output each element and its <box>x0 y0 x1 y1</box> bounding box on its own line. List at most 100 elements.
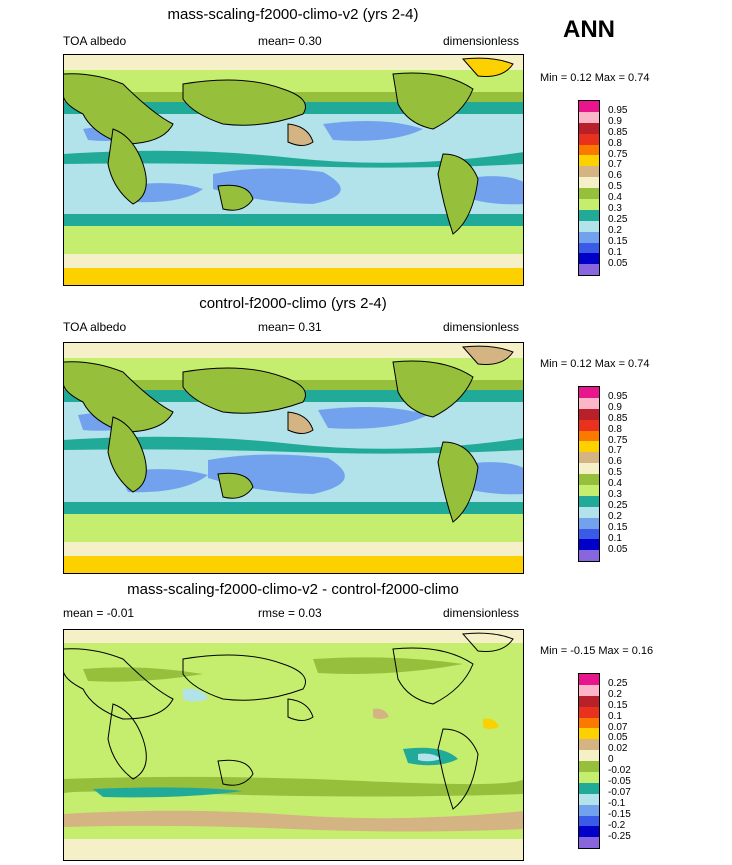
panel3-field <box>63 629 524 861</box>
colorbar-tick-label: 0.15 <box>608 699 628 711</box>
colorbar-tick-label: 0.8 <box>608 137 622 149</box>
colorbar-tick-label: 0.05 <box>608 543 628 555</box>
colorbar-tick-label: 0.8 <box>608 423 622 435</box>
panel2-minmax: Min = 0.12 Max = 0.74 <box>540 358 650 370</box>
colorbar-swatch <box>579 155 599 167</box>
colorbar-tick-label: 0.85 <box>608 126 628 138</box>
colorbar-tick-label: -0.2 <box>608 819 626 831</box>
colorbar-swatch <box>579 495 599 507</box>
panel2-variable-label: TOA albedo <box>63 320 127 334</box>
colorbar-swatch <box>579 782 599 794</box>
panel2-units-label: dimensionless <box>443 320 520 334</box>
colorbar-swatch <box>579 772 599 783</box>
panel1-field <box>63 54 524 286</box>
panel3-mean-label: mean = -0.01 <box>63 606 135 620</box>
panel2-title: control-f2000-climo (yrs 2-4) <box>199 295 387 312</box>
colorbar-swatch <box>579 674 599 685</box>
colorbar-swatch <box>579 231 599 243</box>
colorbar-swatch <box>579 166 599 178</box>
colorbar-swatch <box>579 419 599 431</box>
panel2-map <box>63 342 524 574</box>
colorbar-tick-label: -0.05 <box>608 776 631 787</box>
colorbar-tick-label: 0 <box>608 754 614 766</box>
colorbar-swatch <box>579 387 599 398</box>
panel3-map <box>63 629 524 861</box>
colorbar-swatch <box>579 188 599 200</box>
colorbar-swatch <box>579 528 599 540</box>
panel3-title: mass-scaling-f2000-climo-v2 - control-f2… <box>127 581 459 598</box>
colorbar-tick-label: 0.95 <box>608 390 628 402</box>
colorbar-swatch <box>579 452 599 464</box>
colorbar-swatch <box>579 133 599 145</box>
colorbar-tick-label: 0.15 <box>608 235 628 247</box>
colorbar-tick-label: -0.25 <box>608 830 631 842</box>
colorbar-tick-label: 0.9 <box>608 401 622 413</box>
colorbar-tick-label: 0.2 <box>608 510 622 522</box>
colorbar-tick-label: 0.85 <box>608 412 628 424</box>
colorbar-tick-label: 0.3 <box>608 203 622 214</box>
colorbar-swatch <box>579 430 599 442</box>
colorbar-swatch <box>579 706 599 718</box>
colorbar-swatch <box>579 539 599 551</box>
colorbar-tick-label: 0.2 <box>608 688 622 700</box>
colorbar-tick-label: 0.4 <box>608 192 622 204</box>
colorbar-tick-label: 0.25 <box>608 499 628 511</box>
colorbar-tick-label: 0.5 <box>608 181 622 193</box>
colorbar-swatch <box>579 717 599 729</box>
colorbar-tick-label: 0.95 <box>608 104 628 116</box>
colorbar-tick-label: 0.15 <box>608 521 628 533</box>
panel1-units-label: dimensionless <box>443 34 520 48</box>
colorbar-tick-label: 0.05 <box>608 732 628 744</box>
colorbar-tick-label: 0.05 <box>608 257 628 269</box>
colorbar-tick-label: -0.1 <box>608 797 626 809</box>
colorbar-swatch <box>579 474 599 486</box>
colorbar-tick-label: 0.6 <box>608 456 622 468</box>
panel1-map <box>63 54 524 286</box>
colorbar-swatch <box>579 550 599 562</box>
colorbar-swatch <box>579 253 599 265</box>
colorbar-tick-label: 0.3 <box>608 489 622 500</box>
panel3-rmse-label: rmse = 0.03 <box>258 606 322 620</box>
colorbar-swatch <box>579 463 599 475</box>
colorbar-swatch <box>579 728 599 740</box>
panel2-mean-label: mean= 0.31 <box>258 320 322 334</box>
colorbar-tick-label: 0.07 <box>608 721 628 733</box>
colorbar-swatch <box>579 209 599 221</box>
panel3-units-label: dimensionless <box>443 606 520 620</box>
colorbar-tick-label: 0.2 <box>608 224 622 236</box>
colorbar-swatch <box>579 264 599 276</box>
panel1-mean-label: mean= 0.30 <box>258 34 322 48</box>
colorbar-swatch <box>579 397 599 409</box>
colorbar-swatch <box>579 111 599 123</box>
colorbar-tick-label: 0.4 <box>608 478 622 490</box>
colorbar-tick-label: 0.25 <box>608 213 628 225</box>
colorbar-swatch <box>579 101 599 112</box>
colorbar-swatch <box>579 242 599 254</box>
colorbar-tick-label: -0.07 <box>608 786 631 798</box>
colorbar-tick-label: 0.1 <box>608 246 622 258</box>
colorbar-tick-label: -0.15 <box>608 808 631 820</box>
colorbar-tick-label: 0.1 <box>608 532 622 544</box>
panel2-field <box>63 342 524 574</box>
colorbar-tick-label: 0.75 <box>608 148 628 160</box>
colorbar-swatch <box>579 144 599 156</box>
colorbar-swatch <box>579 485 599 496</box>
colorbar-swatch <box>579 220 599 232</box>
colorbar-tick-label: 0.25 <box>608 677 628 689</box>
colorbar-swatch <box>579 739 599 751</box>
colorbar-swatch <box>579 684 599 696</box>
colorbar-swatch <box>579 837 599 849</box>
colorbar-tick-label: 0.7 <box>608 445 622 457</box>
colorbar-tick-label: -0.02 <box>608 765 631 777</box>
colorbar-tick-label: 0.5 <box>608 467 622 479</box>
colorbar-tick-label: 0.7 <box>608 159 622 171</box>
colorbar-swatch <box>579 506 599 518</box>
colorbar-swatch <box>579 441 599 453</box>
colorbar-tick-label: 0.9 <box>608 115 622 127</box>
colorbar-tick-label: 0.02 <box>608 743 628 755</box>
colorbar-swatch <box>579 804 599 816</box>
colorbar-swatch <box>579 408 599 420</box>
colorbar-swatch <box>579 826 599 838</box>
panel1-minmax: Min = 0.12 Max = 0.74 <box>540 72 650 84</box>
colorbar-swatch <box>579 761 599 773</box>
